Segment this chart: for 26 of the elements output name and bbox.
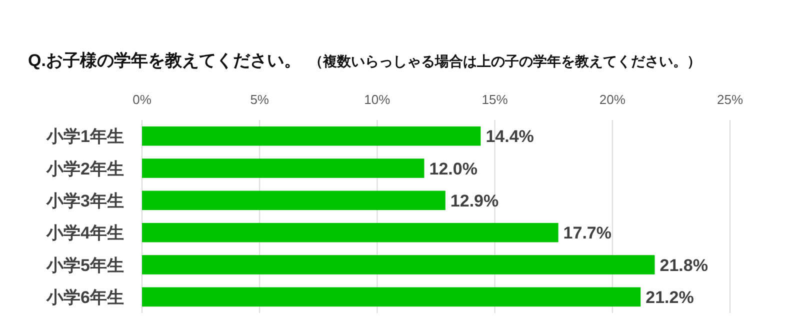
data-label: 12.0% xyxy=(429,159,478,178)
x-tick-label: 0% xyxy=(132,92,152,107)
y-tick-label: 小学1年生 xyxy=(46,127,124,146)
data-label: 12.9% xyxy=(450,191,499,210)
x-tick-label: 5% xyxy=(250,92,270,107)
data-label: 14.4% xyxy=(486,127,534,146)
x-tick-label: 20% xyxy=(599,92,626,107)
x-tick-label: 25% xyxy=(716,92,744,107)
bar xyxy=(142,287,641,307)
y-tick-label: 小学6年生 xyxy=(46,288,124,307)
bar xyxy=(142,126,481,146)
data-label: 21.8% xyxy=(660,256,708,275)
data-label: 21.2% xyxy=(646,288,694,307)
chart-subtitle: （複数いらっしゃる場合は上の子の学年を教えてください。） xyxy=(308,53,701,69)
bar xyxy=(142,190,446,210)
x-tick-label: 15% xyxy=(482,92,508,107)
data-label: 17.7% xyxy=(563,224,612,243)
chart-title: Q.お子様の学年を教えてください。 xyxy=(28,51,301,70)
bar xyxy=(142,222,558,242)
y-tick-label: 小学4年生 xyxy=(46,224,124,243)
y-tick-label: 小学3年生 xyxy=(46,191,124,210)
x-tick-label: 10% xyxy=(364,92,391,107)
y-tick-label: 小学5年生 xyxy=(46,256,124,275)
y-tick-label: 小学2年生 xyxy=(46,159,124,178)
bar xyxy=(142,255,655,274)
bar xyxy=(142,158,424,178)
